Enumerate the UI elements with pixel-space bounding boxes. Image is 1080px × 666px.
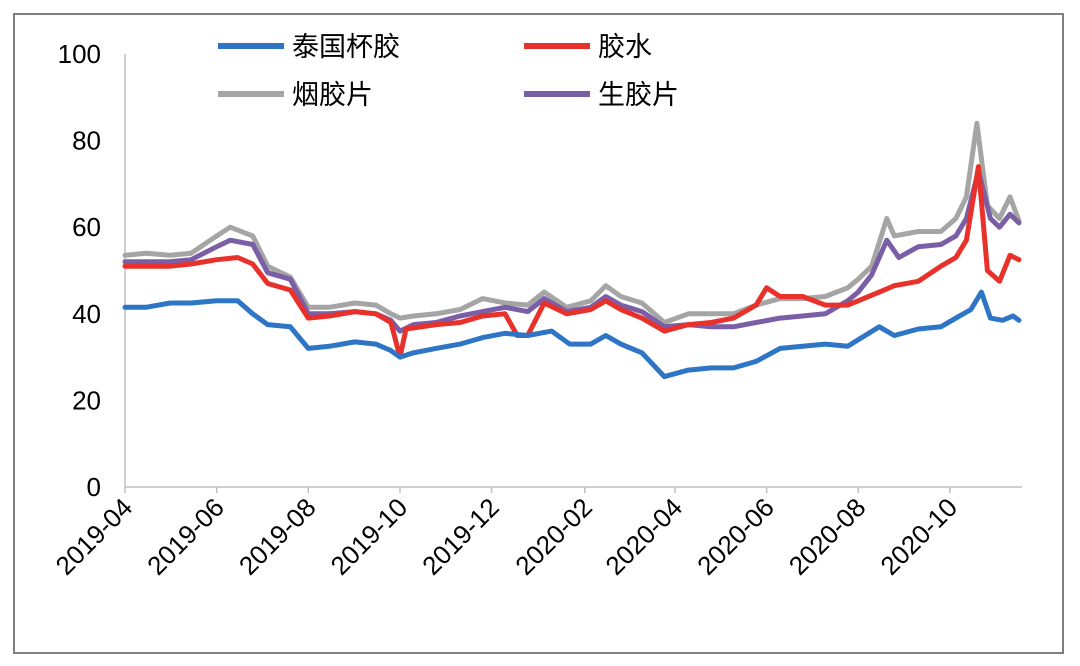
- legend-label-0: 泰国杯胶: [292, 32, 400, 63]
- y-tick-label: 60: [72, 212, 101, 242]
- legend-label-3: 生胶片: [598, 80, 679, 111]
- legend-label-2: 烟胶片: [292, 80, 373, 111]
- x-tick-label: 2020-02: [509, 492, 598, 581]
- x-tick-label: 2019-04: [50, 492, 139, 581]
- x-axis-ticks: 2019-04 2019-06 2019-08 2019-10 2019-12 2020-…: [50, 487, 963, 581]
- x-tick-label: 2020-04: [599, 492, 688, 581]
- y-tick-label: 100: [58, 39, 101, 69]
- series-line-2: [122, 120, 1022, 325]
- x-tick-label: 2019-10: [325, 492, 414, 581]
- y-tick-label: 40: [72, 299, 101, 329]
- y-tick-label: 80: [72, 126, 101, 156]
- x-tick-label: 2020-08: [783, 492, 872, 581]
- y-tick-label: 20: [72, 385, 101, 415]
- x-tick-label: 2020-10: [874, 492, 963, 581]
- x-tick-label: 2019-12: [416, 492, 505, 581]
- x-tick-label: 2019-06: [141, 492, 230, 581]
- series-line-0: [122, 289, 1022, 380]
- x-tick-label: 2019-08: [233, 492, 322, 581]
- axes: [124, 54, 1022, 488]
- series-lines: [122, 120, 1022, 380]
- x-tick-label: 2020-06: [691, 492, 780, 581]
- y-axis-ticks: 0 20 40 60 80 100: [58, 39, 101, 502]
- legend-label-1: 胶水: [598, 32, 652, 63]
- series-line-1: [122, 164, 1022, 360]
- y-tick-label: 0: [87, 472, 101, 502]
- series-line-3: [122, 168, 1022, 334]
